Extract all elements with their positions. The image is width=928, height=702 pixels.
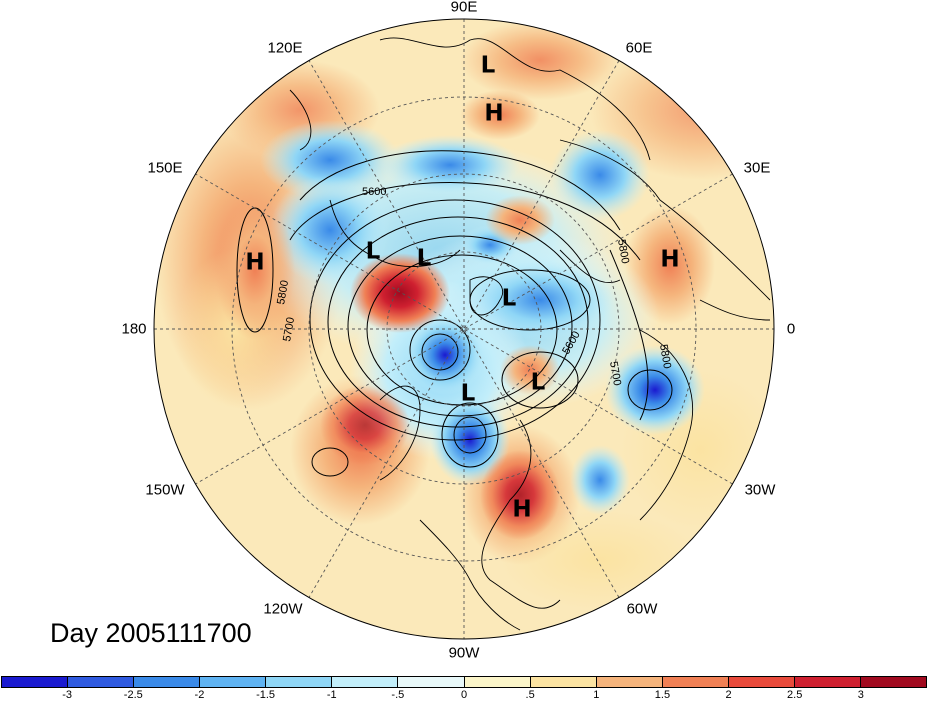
- high-center-marker: H: [245, 250, 264, 276]
- colorbar-segment: [530, 677, 597, 687]
- colorbar-tick-label: -2.5: [123, 689, 143, 701]
- colorbar-tick-label: .5: [525, 689, 535, 701]
- map-boundary: [153, 18, 775, 640]
- contour-label: 5800: [615, 238, 631, 264]
- contour-label: 5800: [657, 343, 673, 369]
- longitude-label: 60W: [626, 600, 658, 618]
- longitude-label: 90E: [450, 0, 478, 16]
- contour-labels: 5600 5700 5800 5800 5600 5700 5800: [275, 186, 673, 387]
- anomaly-field: [154, 19, 774, 639]
- colorbar-segment: [398, 677, 465, 687]
- colorbar-segment: [596, 677, 663, 687]
- longitude-label: 150W: [145, 481, 185, 499]
- colorbar-tick-label: 1.5: [654, 689, 671, 701]
- colorbar-segment: [134, 677, 201, 687]
- contour-label: 5800: [275, 279, 291, 305]
- longitude-label: 60E: [625, 39, 653, 57]
- colorbar-segment: [200, 677, 267, 687]
- colorbar-tick-label: 1: [593, 689, 600, 701]
- contour-label: 5700: [607, 360, 623, 386]
- colorbar-segment: [662, 677, 729, 687]
- graticule: [154, 19, 774, 639]
- polar-map: 5600 5700 5800 5800 5600 5700 5800 L H L…: [153, 18, 775, 640]
- longitude-label: 30E: [743, 159, 771, 177]
- colorbar-segment: [2, 677, 69, 687]
- low-center-marker: L: [481, 53, 496, 79]
- longitude-label: 150E: [147, 159, 183, 177]
- high-center-marker: H: [512, 497, 531, 523]
- longitude-label: 120E: [267, 39, 303, 57]
- high-center-marker: H: [484, 101, 503, 127]
- colorbar-tick-label: -.5: [391, 689, 405, 701]
- coastlines: [289, 37, 771, 631]
- colorbar-segment: [728, 677, 795, 687]
- longitude-label: 30W: [744, 481, 776, 499]
- colorbar-tick-label: -2: [194, 689, 205, 701]
- pressure-centers: L H L L H H L L L H: [245, 53, 679, 523]
- colorbar-tick-label: -1.5: [256, 689, 276, 701]
- colorbar-tick-label: 2: [725, 689, 732, 701]
- colorbar-segment: [861, 677, 927, 687]
- colorbar-segment: [266, 677, 333, 687]
- colorbar-tick-label: 3: [857, 689, 864, 701]
- colorbar-tick-label: -1: [326, 689, 337, 701]
- colorbar-tick-labels: -3 -2.5 -2 -1.5 -1 -.5 0 .5 1 1.5 2 2.5 3: [0, 689, 928, 702]
- colorbar-segment: [68, 677, 135, 687]
- longitude-label: 0: [786, 320, 796, 338]
- longitude-label: 120W: [263, 600, 303, 618]
- height-contours: [236, 150, 673, 477]
- day-label: Day 2005111700: [50, 618, 252, 648]
- low-center-marker: L: [502, 286, 517, 312]
- colorbar-segment: [794, 677, 862, 687]
- low-center-marker: L: [417, 246, 432, 272]
- contour-label: 5700: [281, 316, 297, 342]
- colorbar-tick-label: 2.5: [787, 689, 803, 701]
- longitude-label: 180: [121, 320, 147, 338]
- low-center-marker: L: [531, 370, 546, 396]
- colorbar-segment: [332, 677, 399, 687]
- colorbar-segment: [464, 677, 531, 687]
- low-center-marker: L: [461, 381, 476, 407]
- colorbar: [1, 676, 927, 688]
- contour-label: 5600: [362, 186, 386, 198]
- colorbar-tick-label: -3: [62, 689, 73, 701]
- low-center-marker: L: [366, 239, 381, 265]
- high-center-marker: H: [660, 247, 679, 273]
- longitude-label: 90W: [448, 644, 480, 662]
- colorbar-tick-label: 0: [460, 689, 468, 701]
